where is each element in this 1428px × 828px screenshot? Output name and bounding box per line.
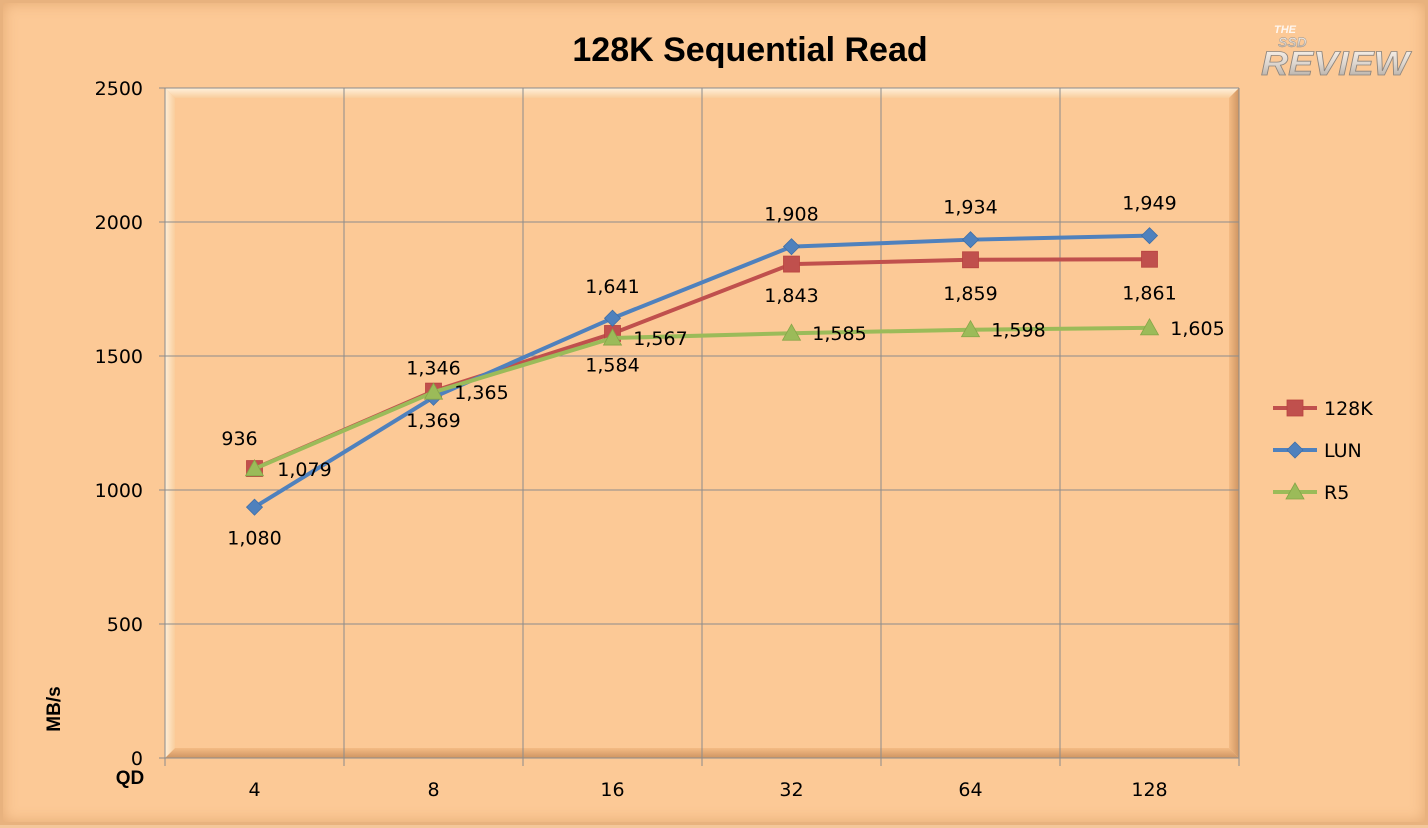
data-label-lun: 1,346 bbox=[406, 357, 460, 379]
x-tick-label: 32 bbox=[779, 779, 803, 801]
y-tick-label: 2500 bbox=[95, 78, 143, 100]
data-point-r5 bbox=[244, 459, 265, 477]
data-label-r5: 1,585 bbox=[812, 323, 866, 345]
data-label-lun: 1,908 bbox=[764, 204, 818, 226]
data-label-lun: 1,949 bbox=[1122, 193, 1176, 215]
data-label-128k: 1,369 bbox=[406, 410, 460, 432]
line-chart: 0 500 1000 1500 2000 2500 4 8 16 32 64 128 1,080 1,3… bbox=[44, 24, 1413, 801]
y-tick-label: 1500 bbox=[95, 346, 143, 368]
chart-title: 128K Sequential Read bbox=[572, 31, 927, 69]
series-lun bbox=[245, 227, 1159, 516]
data-point-lun bbox=[245, 498, 264, 516]
series-line-lun bbox=[252, 233, 1152, 510]
data-label-lun: 1,641 bbox=[585, 276, 639, 298]
data-label-128k: 1,861 bbox=[1122, 282, 1176, 304]
data-label-r5: 1,365 bbox=[454, 382, 508, 404]
x-tick-label: 128 bbox=[1131, 779, 1167, 801]
data-point-r5 bbox=[423, 382, 444, 400]
data-label-r5: 1,079 bbox=[277, 459, 331, 481]
series-r5 bbox=[244, 318, 1160, 477]
legend-marker-128k bbox=[1286, 399, 1304, 417]
legend-item-lun: LUN bbox=[1273, 440, 1362, 462]
axes: 0 500 1000 1500 2000 2500 4 8 16 32 64 128 bbox=[95, 78, 1240, 801]
data-point-lun bbox=[961, 231, 980, 249]
data-point-lun bbox=[603, 309, 622, 327]
data-point-128k bbox=[1141, 250, 1158, 268]
series-layer bbox=[244, 227, 1160, 516]
y-tick-label: 0 bbox=[131, 748, 143, 770]
y-tick-label: 1000 bbox=[95, 480, 143, 502]
y-tick-label: 500 bbox=[107, 614, 143, 636]
data-label-128k: 1,859 bbox=[943, 283, 997, 305]
data-label-128k: 1,584 bbox=[585, 354, 639, 376]
data-label-128k: 1,843 bbox=[764, 285, 818, 307]
x-tick-label: 64 bbox=[958, 779, 982, 801]
data-point-r5 bbox=[960, 319, 981, 338]
data-point-r5 bbox=[781, 323, 802, 341]
series-line-r5 bbox=[252, 325, 1152, 471]
x-tick-label: 8 bbox=[427, 779, 439, 801]
data-point-128k bbox=[783, 255, 800, 273]
legend-marker-lun bbox=[1286, 441, 1304, 459]
legend: 128K LUN R5 bbox=[1273, 398, 1373, 504]
x-axis-title: QD bbox=[116, 768, 145, 789]
logo-bottom-text: REVIEW bbox=[1261, 45, 1412, 83]
data-point-r5 bbox=[602, 328, 623, 346]
legend-label-lun: LUN bbox=[1324, 440, 1362, 462]
data-label-lun: 1,934 bbox=[943, 197, 997, 219]
data-point-r5 bbox=[1139, 318, 1160, 336]
logo-top-text: THE bbox=[1274, 24, 1297, 36]
data-label-128k: 1,080 bbox=[227, 528, 281, 550]
y-axis-title: MB/s bbox=[44, 686, 65, 731]
y-tick-label: 2000 bbox=[95, 212, 143, 234]
legend-marker-r5 bbox=[1285, 482, 1305, 500]
logo-middle-text: SSD bbox=[1278, 34, 1307, 50]
x-tick-label: 4 bbox=[248, 779, 260, 801]
legend-item-r5: R5 bbox=[1273, 482, 1349, 504]
ssd-review-logo-icon: THE SSD REVIEW bbox=[1261, 24, 1413, 83]
legend-item-128k: 128K bbox=[1273, 398, 1373, 420]
data-point-128k bbox=[962, 251, 979, 269]
data-label-r5: 1,605 bbox=[1170, 318, 1224, 340]
data-label-lun: 936 bbox=[221, 428, 257, 450]
data-label-r5: 1,567 bbox=[633, 328, 687, 350]
x-tick-label: 16 bbox=[600, 779, 624, 801]
data-point-lun bbox=[782, 238, 801, 256]
data-labels: 1,080 1,369 1,584 1,843 1,859 1,861 936 1,346 1,… bbox=[221, 193, 1224, 550]
legend-label-r5: R5 bbox=[1324, 482, 1349, 504]
data-label-r5: 1,598 bbox=[991, 320, 1045, 342]
data-point-lun bbox=[1140, 227, 1159, 245]
legend-label-128k: 128K bbox=[1324, 398, 1373, 420]
